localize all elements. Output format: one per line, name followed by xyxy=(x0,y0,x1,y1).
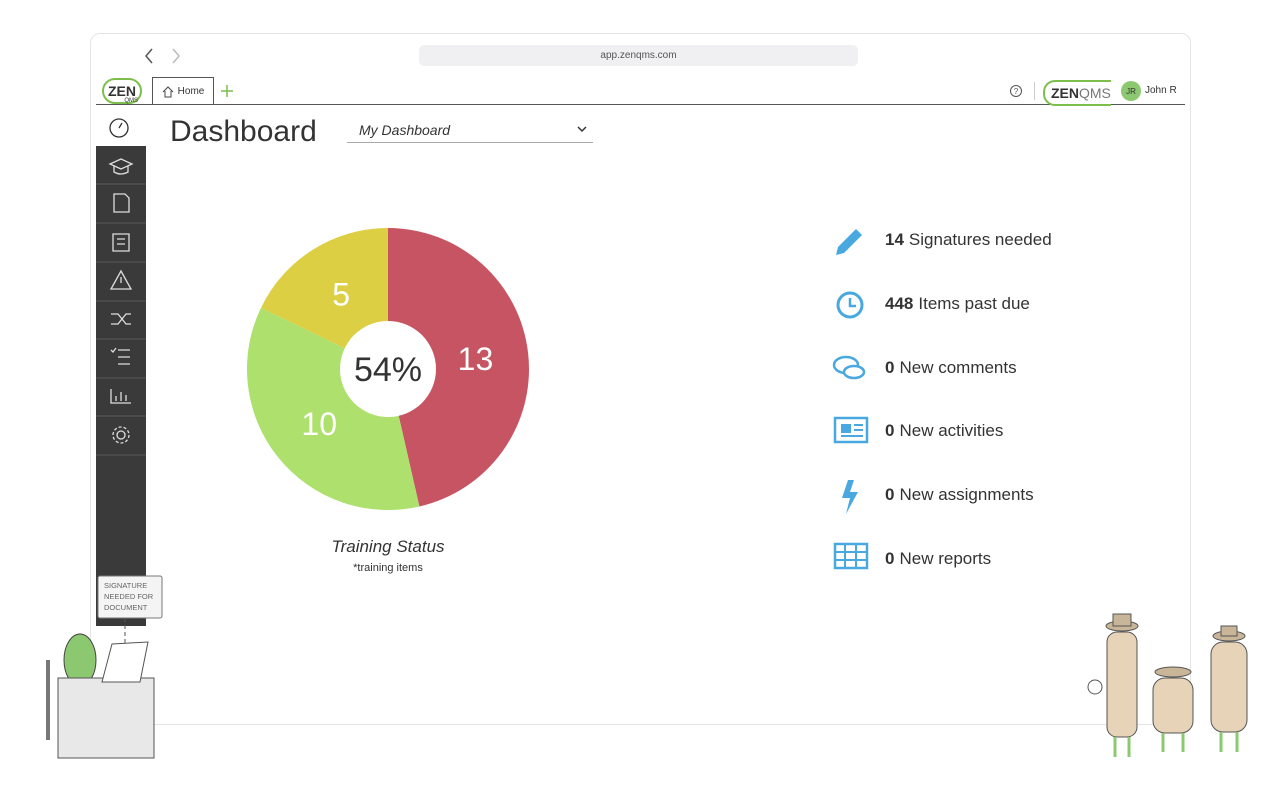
add-tab[interactable] xyxy=(220,84,234,98)
sidebar-icons[interactable] xyxy=(96,146,146,466)
stat-item[interactable]: 0 New activities xyxy=(885,421,1003,441)
stat-label: New reports xyxy=(899,549,992,568)
slice-label: 10 xyxy=(301,406,337,442)
stat-item[interactable]: 14 Signatures needed xyxy=(885,230,1052,250)
url: app.zenqms.com xyxy=(600,50,677,61)
slice-label: 13 xyxy=(458,341,494,377)
avatar[interactable]: JR xyxy=(1121,81,1141,101)
chevron xyxy=(577,126,587,133)
brand: ZENQMS xyxy=(1043,80,1111,106)
center-label: 54% xyxy=(354,351,422,389)
brand-bold: ZEN xyxy=(1051,85,1079,101)
donut-slice xyxy=(388,228,530,507)
page-title: Dashboard xyxy=(170,115,317,148)
tab-divider xyxy=(96,104,1185,105)
sign-line: NEEDED FOR xyxy=(104,592,154,601)
stat-label: Items past due xyxy=(918,293,1030,313)
logo[interactable]: ZEN QMS xyxy=(102,78,142,104)
home-tab[interactable]: Home xyxy=(152,77,214,105)
sidebar xyxy=(96,146,146,626)
nav-buttons[interactable] xyxy=(140,46,190,66)
chart-subtitle: *training items xyxy=(353,562,423,574)
dashboard-icon[interactable] xyxy=(108,117,130,139)
tab-label: Home xyxy=(177,86,205,97)
illustration-left: SIGNATURE NEEDED FOR DOCUMENT xyxy=(46,575,163,759)
donut-slice xyxy=(246,307,420,511)
stat-count: 448 xyxy=(885,293,914,313)
url-bar[interactable]: app.zenqms.com xyxy=(419,45,858,66)
stat-count: 0 xyxy=(885,421,895,441)
logo-sub: QMS xyxy=(124,98,138,104)
sign-line: DOCUMENT xyxy=(104,603,148,612)
stat-label: Signatures needed xyxy=(908,230,1052,249)
donut-chart: 13 10 5 54% xyxy=(246,228,530,511)
initials: JR xyxy=(1126,86,1136,96)
stat-count: 14 xyxy=(885,230,904,249)
help-icon[interactable]: ? xyxy=(1009,84,1023,98)
brand-light: QMS xyxy=(1079,85,1111,101)
separator xyxy=(1034,82,1035,100)
stat-item[interactable]: 0 New comments xyxy=(885,358,1017,378)
donut-hole xyxy=(340,321,436,417)
selector-label: My Dashboard xyxy=(359,122,451,138)
sign-line: SIGNATURE xyxy=(104,581,147,590)
dashboard-selector[interactable]: My Dashboard xyxy=(347,120,593,143)
stat-item[interactable]: 0 New assignments xyxy=(885,485,1034,505)
logo-text: ZEN xyxy=(108,83,136,99)
slice-label: 5 xyxy=(332,276,350,312)
stat-label: New activities xyxy=(899,421,1004,441)
stat-count: 0 xyxy=(885,485,895,505)
stat-label: New comments xyxy=(899,357,1017,377)
user-name[interactable]: John R xyxy=(1145,85,1177,96)
illustration-right xyxy=(1087,613,1248,757)
stat-icons xyxy=(832,229,869,570)
svg-text:?: ? xyxy=(1014,87,1019,96)
stat-count: 0 xyxy=(885,549,895,568)
stat-item[interactable]: 448 Items past due xyxy=(885,294,1030,314)
stat-label: New assignments xyxy=(899,485,1034,505)
sign: SIGNATURE NEEDED FOR DOCUMENT xyxy=(104,581,154,612)
chart-title: Training Status xyxy=(331,537,445,556)
stat-count: 0 xyxy=(885,357,895,377)
stat-item[interactable]: 0 New reports xyxy=(885,549,991,569)
home-icon xyxy=(162,85,174,97)
